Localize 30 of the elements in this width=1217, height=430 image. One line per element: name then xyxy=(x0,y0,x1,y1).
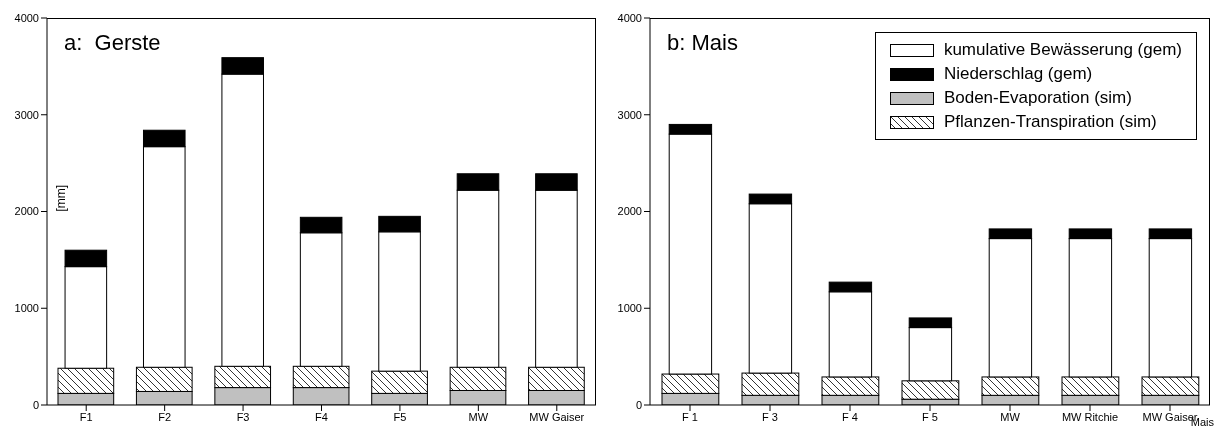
legend-label: Pflanzen-Transpiration (sim) xyxy=(943,112,1157,132)
legend-label: Niederschlag (gem) xyxy=(943,64,1093,84)
x-tick-label: MW xyxy=(1000,410,1021,423)
x-tick-label: F 3 xyxy=(762,410,778,423)
y-tick-label: 1000 xyxy=(14,302,39,315)
legend-label: Boden-Evaporation (sim) xyxy=(943,88,1132,108)
x-tick-label: F5 xyxy=(393,410,407,423)
y-tick-label: 3000 xyxy=(14,108,39,121)
x-tick-label: MW Ritchie xyxy=(1061,410,1119,423)
y-tick-label: 0 xyxy=(635,398,642,411)
text: b: Mais xyxy=(667,30,738,56)
x-tick-label: F 5 xyxy=(922,410,938,423)
x-tick-label: F 4 xyxy=(842,410,858,423)
y-tick-label: 2000 xyxy=(617,205,642,218)
y-tick-label: 1000 xyxy=(617,302,642,315)
text: a: Gerste xyxy=(64,30,161,56)
y-axis-title: [mm] xyxy=(54,184,69,212)
y-tick-label: 2000 xyxy=(14,205,39,218)
y-tick-label: 0 xyxy=(32,398,39,411)
x-tick-label: F2 xyxy=(158,410,172,423)
x-tick-label: F4 xyxy=(315,410,328,423)
legend-label: kumulative Bewässerung (gem) xyxy=(943,40,1182,60)
x-tick-label: F3 xyxy=(236,410,250,423)
y-tick-label: 4000 xyxy=(14,11,39,24)
y-tick-label: 4000 xyxy=(617,11,642,24)
y-tick-label: 3000 xyxy=(617,108,642,121)
x-tick-label: MW xyxy=(468,410,489,423)
x-tick-label: F1 xyxy=(79,410,93,423)
x-tick-label: MW Gaiser xyxy=(529,410,585,423)
x-tick-label: F 1 xyxy=(682,410,698,423)
